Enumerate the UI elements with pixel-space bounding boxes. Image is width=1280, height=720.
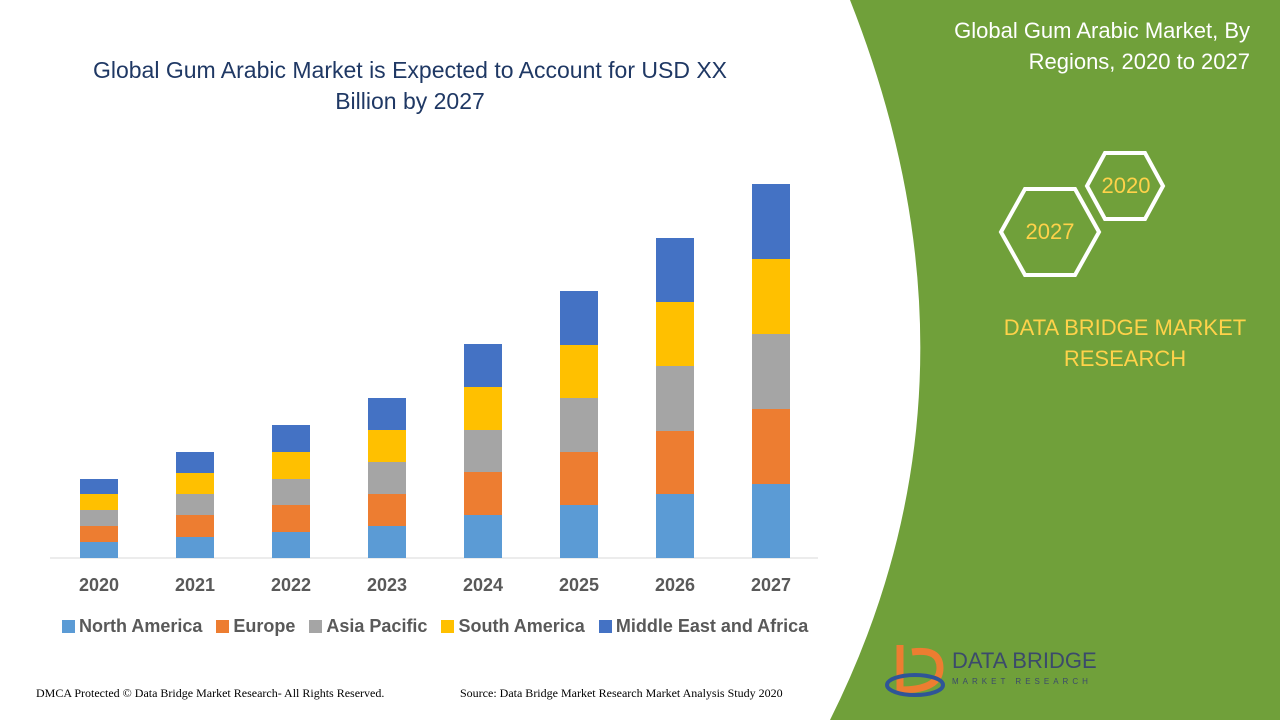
bar-segment: [752, 409, 790, 484]
bar-segment: [464, 430, 502, 472]
logo-tagline: MARKET RESEARCH: [952, 677, 1092, 686]
panel-title: Global Gum Arabic Market, By Regions, 20…: [954, 18, 1250, 74]
bar-segment: [368, 494, 406, 526]
x-tick-label: 2021: [175, 575, 215, 595]
x-tick-label: 2025: [559, 575, 599, 595]
bar-segment: [464, 472, 502, 515]
bar-segment: [368, 398, 406, 430]
legend-label: South America: [458, 616, 585, 636]
x-tick-label: 2020: [79, 575, 119, 595]
bar-segment: [560, 345, 598, 398]
bar-segment: [368, 526, 406, 558]
logo-icon: [885, 673, 945, 697]
legend-label: Europe: [233, 616, 296, 636]
legend-swatch: [216, 620, 230, 633]
hexagon-label: 2020: [1102, 173, 1151, 198]
footer-right: Source: Data Bridge Market Research Mark…: [460, 686, 783, 700]
hexagon: [998, 187, 1102, 277]
bar-segment: [560, 452, 598, 505]
bar-segment: [464, 515, 502, 558]
legend-swatch: [309, 620, 323, 633]
legend-item: Middle East and Africa: [598, 616, 809, 637]
x-tick-label: 2024: [463, 575, 503, 595]
bar-segment: [176, 494, 214, 515]
legend-swatch: [62, 620, 75, 633]
bar-segment: [80, 510, 118, 526]
legend-label: Middle East and Africa: [615, 616, 809, 636]
bar-segment: [176, 452, 214, 473]
logo-icon: [896, 645, 944, 694]
bar-segment: [176, 515, 214, 537]
bar-segment: [176, 473, 214, 494]
legend: North America Europe Asia Pacific South Ame…: [62, 616, 808, 637]
bar-segment: [752, 259, 790, 334]
bar-segment: [464, 387, 502, 430]
bar-segment: [272, 505, 310, 532]
legend-item: South America: [441, 616, 585, 637]
bar-segment: [80, 542, 118, 558]
bar-segment: [368, 430, 406, 462]
legend-item: North America: [62, 616, 202, 637]
bar-segment: [272, 532, 310, 558]
logo-name: DATA BRIDGE: [952, 648, 1097, 673]
bar-segment: [656, 366, 694, 431]
bar-segment: [752, 484, 790, 558]
bar-segment: [560, 505, 598, 558]
hexagon-label: 2027: [1026, 219, 1075, 244]
footer-left: DMCA Protected © Data Bridge Market Rese…: [36, 686, 385, 700]
bar-segment: [80, 526, 118, 542]
legend-label: North America: [79, 616, 203, 636]
bar-segment: [176, 537, 214, 558]
bar-segment: [80, 479, 118, 494]
legend-swatch: [598, 620, 612, 633]
bar-segment: [656, 431, 694, 494]
x-tick-label: 2022: [271, 575, 311, 595]
green-panel: [830, 0, 1280, 720]
hexagon: [1084, 151, 1166, 221]
x-tick-label: 2027: [751, 575, 791, 595]
x-tick-label: 2026: [655, 575, 695, 595]
bar-segment: [272, 479, 310, 505]
chart-title: Global Gum Arabic Market is Expected to …: [92, 57, 728, 114]
legend-swatch: [441, 620, 455, 633]
legend-item: Asia Pacific: [309, 616, 427, 637]
brand-text: DATA BRIDGE MARKET RESEARCH: [1003, 315, 1247, 371]
x-tick-label: 2023: [367, 575, 407, 595]
bar-segment: [656, 302, 694, 366]
legend-label: Asia Pacific: [326, 616, 428, 636]
bar-segment: [560, 291, 598, 345]
bar-segment: [368, 462, 406, 494]
bar-segment: [80, 494, 118, 510]
bar-segment: [752, 184, 790, 259]
bar-segment: [560, 398, 598, 452]
bar-segment: [272, 452, 310, 479]
bar-segment: [656, 494, 694, 558]
bar-segment: [752, 334, 790, 409]
bar-segment: [272, 425, 310, 452]
legend-item: Europe: [216, 616, 295, 637]
bar-segment: [464, 344, 502, 387]
bar-segment: [656, 238, 694, 302]
